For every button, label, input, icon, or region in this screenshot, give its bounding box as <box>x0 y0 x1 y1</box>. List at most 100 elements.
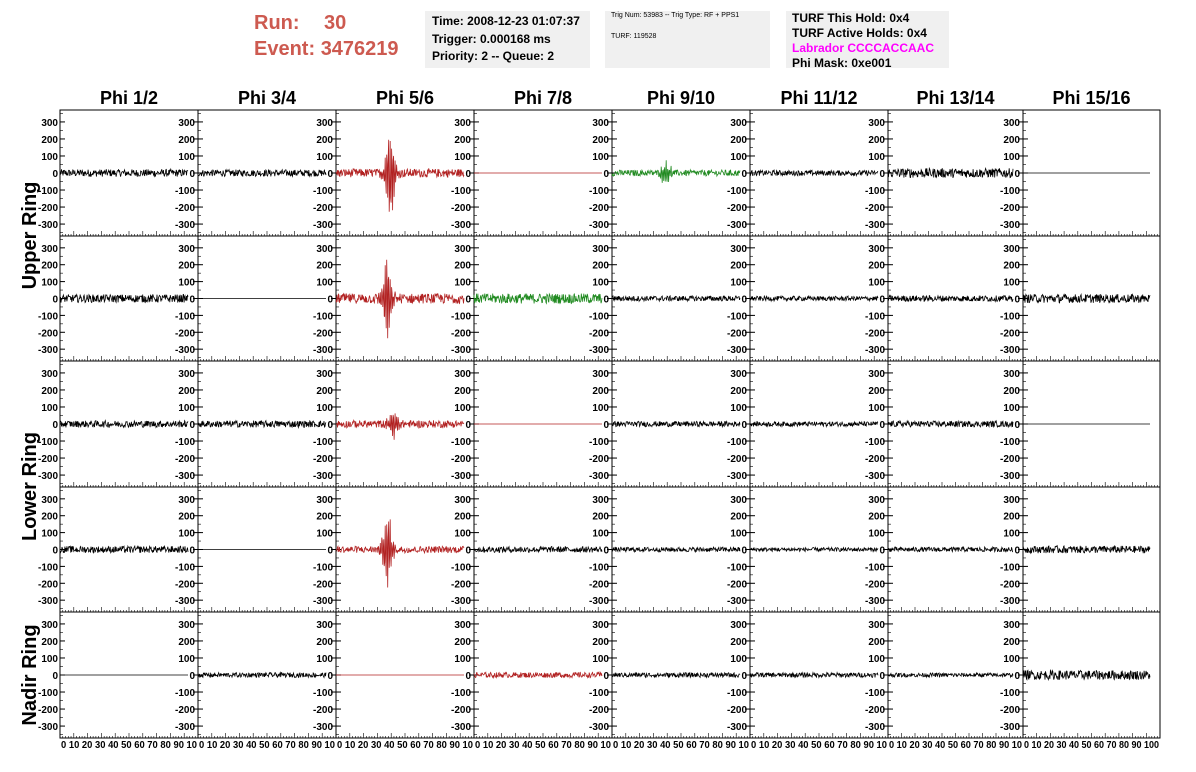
trigger-text: Trigger: 0.000168 ms <box>432 31 551 46</box>
y-tick-label: 300 <box>41 495 58 506</box>
y-tick-label: -200 <box>313 328 333 339</box>
waveform-trace <box>1022 669 1151 681</box>
y-tick-label: -200 <box>451 328 471 339</box>
y-tick-label: -300 <box>589 722 609 733</box>
y-tick-label: -200 <box>1000 705 1020 716</box>
y-tick-label: 0 <box>465 420 471 431</box>
y-tick-label: -300 <box>38 596 58 607</box>
y-tick-label: 100 <box>41 278 58 289</box>
y-tick-label: -100 <box>451 562 471 573</box>
y-tick-label: 0 <box>52 671 58 682</box>
y-tick-label: 0 <box>465 671 471 682</box>
waveform-trace <box>1022 292 1151 304</box>
y-tick-label: -100 <box>1000 311 1020 322</box>
y-tick-label: 100 <box>454 152 471 163</box>
waveform-trace <box>473 292 603 305</box>
y-tick-label: 100 <box>868 403 885 414</box>
y-tick-label: -300 <box>865 345 885 356</box>
y-tick-label: 100 <box>454 654 471 665</box>
ring-label: Upper Ring <box>19 182 41 290</box>
y-tick-label: 100 <box>454 278 471 289</box>
y-tick-label: -200 <box>727 454 747 465</box>
y-tick-label: 0 <box>879 169 885 180</box>
y-tick-label: -200 <box>589 579 609 590</box>
time-text: Time: 2008-12-23 01:07:37 <box>432 14 580 28</box>
y-tick-label: 0 <box>741 420 747 431</box>
y-tick-label: 0 <box>879 546 885 557</box>
y-tick-label: 100 <box>316 654 333 665</box>
waveform-trace <box>611 160 741 183</box>
y-tick-label: 0 <box>741 546 747 557</box>
run-event-block: Run: 30 Event: 3476219 <box>254 10 399 62</box>
y-tick-label: 100 <box>730 152 747 163</box>
y-tick-label: -300 <box>451 471 471 482</box>
y-tick-label: -100 <box>727 562 747 573</box>
y-tick-label: -100 <box>451 186 471 197</box>
waveform-trace <box>749 294 879 303</box>
x-tick-labels: 0 10 20 30 40 50 60 70 80 90 10 <box>337 740 473 751</box>
y-tick-label: 0 <box>52 295 58 306</box>
waveform-trace <box>749 420 879 428</box>
y-tick-label: -200 <box>727 579 747 590</box>
y-tick-label: 0 <box>603 420 609 431</box>
y-tick-label: -300 <box>313 722 333 733</box>
x-tick-labels: 0 10 20 30 40 50 60 70 80 90 10 <box>613 740 749 751</box>
y-tick-label: 200 <box>1003 135 1020 146</box>
y-tick-label: 100 <box>730 529 747 540</box>
waveform-trace <box>887 671 1014 679</box>
y-tick-label: -100 <box>865 186 885 197</box>
y-tick-label: 200 <box>454 512 471 523</box>
y-tick-label: -300 <box>451 220 471 231</box>
waveform-trace <box>473 545 603 554</box>
y-tick-label: -100 <box>38 562 58 573</box>
y-tick-label: 100 <box>1003 278 1020 289</box>
y-tick-label: 300 <box>730 244 747 255</box>
y-tick-label: -200 <box>589 328 609 339</box>
y-tick-label: -300 <box>589 596 609 607</box>
y-tick-label: 300 <box>592 620 609 631</box>
y-tick-label: 100 <box>730 278 747 289</box>
y-tick-label: -300 <box>1000 220 1020 231</box>
y-tick-label: 0 <box>327 546 333 557</box>
y-tick-label: 0 <box>879 420 885 431</box>
y-tick-label: 300 <box>316 620 333 631</box>
waveform-trace <box>887 419 1014 429</box>
waveform-trace <box>473 671 603 680</box>
y-tick-label: 200 <box>178 135 195 146</box>
y-tick-label: 300 <box>178 369 195 380</box>
y-tick-label: 100 <box>178 152 195 163</box>
y-tick-label: 200 <box>1003 637 1020 648</box>
ring-label: Lower Ring <box>19 432 41 541</box>
y-tick-label: 100 <box>1003 529 1020 540</box>
waveform-trace <box>611 294 741 303</box>
y-tick-label: -100 <box>865 688 885 699</box>
y-tick-label: 0 <box>189 546 195 557</box>
y-tick-label: -200 <box>865 328 885 339</box>
y-tick-label: -100 <box>1000 186 1020 197</box>
y-tick-label: 200 <box>868 135 885 146</box>
y-tick-label: 100 <box>316 403 333 414</box>
y-tick-label: 0 <box>189 420 195 431</box>
y-tick-label: 0 <box>603 295 609 306</box>
waveform-trace <box>887 545 1014 554</box>
run-label: Run: <box>254 12 300 34</box>
y-tick-label: 0 <box>189 671 195 682</box>
y-tick-label: 0 <box>1014 169 1020 180</box>
y-tick-label: -100 <box>175 688 195 699</box>
y-tick-label: 200 <box>868 637 885 648</box>
y-tick-label: 0 <box>603 671 609 682</box>
y-tick-label: 0 <box>741 671 747 682</box>
y-tick-label: -100 <box>38 437 58 448</box>
y-tick-label: 100 <box>1003 403 1020 414</box>
y-tick-label: -100 <box>1000 688 1020 699</box>
y-tick-label: 0 <box>52 420 58 431</box>
y-tick-label: 200 <box>316 512 333 523</box>
y-tick-label: 300 <box>178 244 195 255</box>
y-tick-label: 200 <box>730 637 747 648</box>
y-tick-label: -300 <box>175 722 195 733</box>
y-tick-label: 200 <box>1003 512 1020 523</box>
y-tick-label: -100 <box>865 437 885 448</box>
y-tick-label: -100 <box>589 562 609 573</box>
y-tick-label: 200 <box>316 386 333 397</box>
